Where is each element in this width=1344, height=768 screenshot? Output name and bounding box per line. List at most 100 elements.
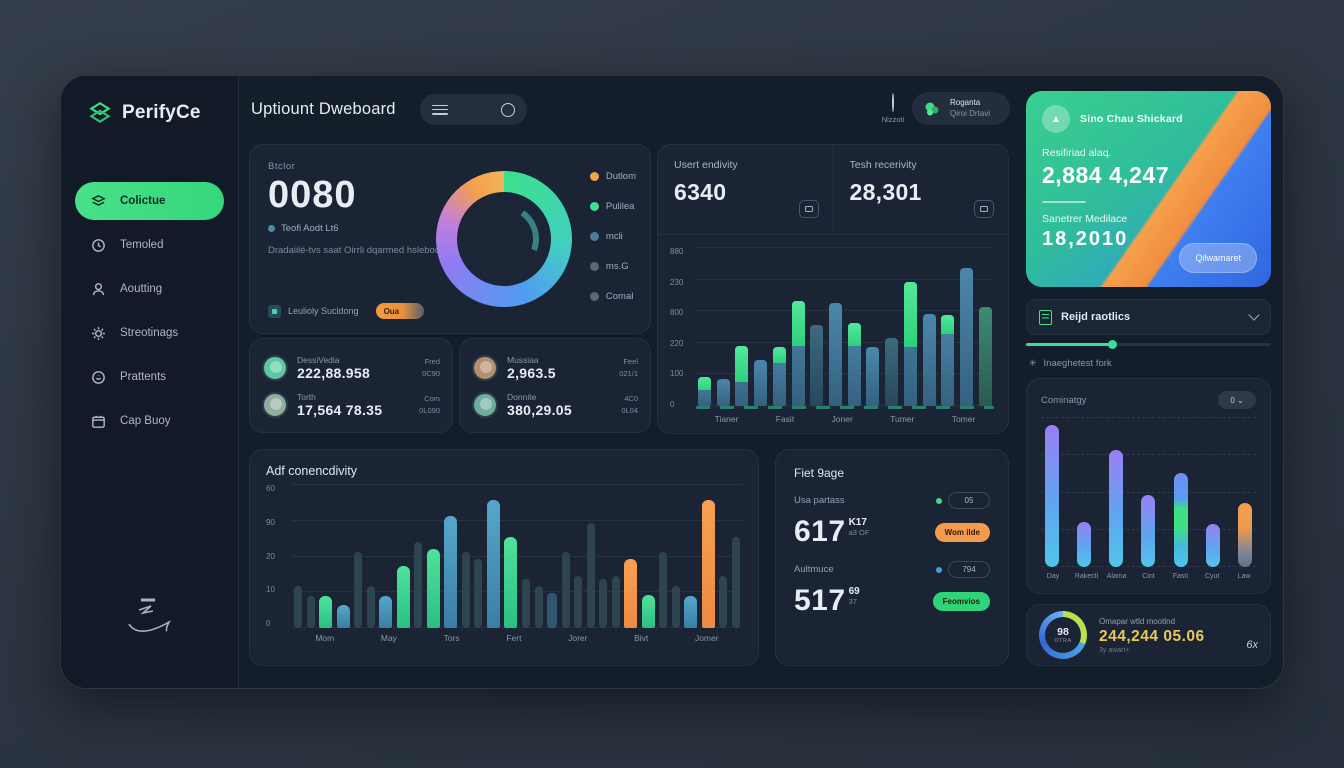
account-main: Mussiaa 2,963.5 (507, 355, 610, 381)
gridline (696, 341, 994, 343)
expand-icon[interactable] (798, 200, 819, 218)
connectivity-bar (731, 537, 740, 628)
account-meta-top: Fred (424, 356, 440, 366)
avatar (472, 391, 498, 418)
rate-sub: a3 OF (848, 528, 870, 537)
activity-bar-green-segment (903, 281, 917, 348)
legend-label: ms.G (605, 261, 629, 272)
account-row[interactable]: Donnite 380,29.05 4C0 0L04 (472, 386, 638, 423)
account-meta: Com 0L090 (419, 393, 440, 417)
profile-sub: Qiroi Drtavi (950, 108, 991, 118)
x-axis-labels: Tianer Fasit Joner Tumer Tomer (696, 409, 994, 427)
gauge-donut-chart: 98 OTRA (1039, 611, 1087, 659)
chevron-down-icon (1248, 309, 1260, 321)
account-row[interactable]: DessiVedia 222,88.958 Fred 0C90 (262, 349, 440, 386)
overview-card: Btclor 0080 Teofi Aodt Lt6 Dradaiilé-tvs… (249, 144, 651, 334)
sidebar-item-streotinags[interactable]: Streotinags (75, 314, 224, 352)
checkbox-icon[interactable] (268, 304, 281, 318)
connectivity-bar (599, 579, 608, 628)
activity-bar (922, 313, 936, 406)
brand-name: PerifyCe (122, 102, 201, 123)
user-status-label: Nizzoti (881, 115, 905, 124)
expand-icon[interactable] (974, 200, 994, 218)
rate-value-row: 517 69 37 Feomvios (794, 586, 990, 616)
rate-value-row: 617 K17 a3 OF Wom ilde (794, 517, 990, 547)
sidebar-item-aoutting[interactable]: Aoutting (75, 270, 224, 308)
activity-bar (829, 302, 843, 406)
edit-glyph[interactable]: 6x (1246, 639, 1258, 651)
right-chart-pill[interactable]: 0 ⌄ (1218, 391, 1256, 409)
account-meta-bottom: 0L04 (621, 405, 638, 415)
gauge-card: 98 OTRA Omapar wtld mootlnd 244,244 05.0… (1026, 604, 1271, 666)
metrics-select[interactable]: Reijd raotlics (1026, 299, 1271, 335)
user-status-button[interactable]: Nizzoti (873, 93, 913, 124)
stat-tile-value: 6340 (674, 179, 727, 205)
account-name: Donnite (507, 391, 537, 402)
gridline (292, 627, 742, 628)
connectivity-bar (354, 551, 363, 628)
account-meta-top: Feel (623, 356, 638, 366)
gridline (696, 310, 994, 312)
legend-label: mcli (605, 231, 623, 242)
triangle-icon: ▲ (1042, 105, 1070, 133)
stat-tile-task-receptivity: Tesh recerivity 28,301 (832, 145, 1009, 234)
connectivity-bar (486, 499, 500, 628)
legend-item: ms.G (589, 261, 636, 272)
account-meta-top: 4C0 (624, 393, 638, 403)
rate-pill[interactable]: 794 (948, 561, 990, 578)
connectivity-bar (659, 551, 668, 628)
connectivity-bar (611, 576, 620, 628)
rate-value: 617 (794, 515, 846, 548)
metrics-slider[interactable] (1026, 340, 1271, 349)
sidebar-item-temoled[interactable]: Temoled (75, 226, 224, 264)
legend-dot-icon (589, 172, 599, 181)
legend-dot-icon (589, 262, 599, 271)
asterisk-icon: ✳ (1029, 358, 1037, 368)
activity-bar (791, 301, 805, 406)
account-meta: Feel 021/1 (619, 356, 638, 380)
menu-search-pill[interactable] (420, 94, 527, 125)
donut-legend: Dutlom Pulilea mcli ms.G Comal (589, 171, 636, 302)
overview-footer-badge[interactable]: Oua (375, 303, 424, 319)
cominatgy-bar (1045, 424, 1059, 567)
hamburger-icon[interactable] (432, 104, 448, 115)
x-tick-label: Jomer (694, 633, 719, 643)
overview-dot-row: Teofi Aodt Lt6 (268, 223, 632, 234)
cominatgy-bar (1109, 450, 1124, 567)
status-dot-icon (936, 566, 942, 573)
activity-bar-green-segment (698, 377, 711, 391)
account-name: DessiVedia (297, 354, 340, 365)
legend-label: Dutlom (605, 171, 636, 182)
connectivity-chart-card: Adf conencdivity 60 90 20 10 0 Mom May Tors Fer… (249, 449, 759, 666)
slider-knob[interactable] (1107, 340, 1117, 349)
rate-sub: 37 (848, 597, 857, 606)
sidebar-item-cap-buoy[interactable]: Cap Buoy (75, 402, 224, 440)
overview-value: 0080 (268, 174, 357, 216)
account-row[interactable]: Mussiaa 2,963.5 Feel 021/1 (472, 349, 638, 386)
sidebar-item-prattents[interactable]: Prattents (75, 358, 224, 396)
overview-dot-label: Teofi Aodt Lt6 (281, 223, 339, 234)
rate-badge[interactable]: Wom ilde (934, 523, 990, 542)
legend-dot-icon (589, 202, 599, 211)
y-tick-label: 230 (670, 277, 684, 287)
connectivity-bar (574, 576, 583, 628)
activity-bar (847, 323, 861, 406)
rate-pill[interactable]: 05 (948, 492, 990, 509)
profile-button[interactable]: Roganta Qiroi Drtavi (912, 92, 1010, 125)
divider (1042, 201, 1086, 203)
x-tick-label: Mom (315, 633, 335, 643)
smile-icon (89, 368, 107, 386)
layers-icon (89, 192, 107, 210)
x-tick-label: Fasit (775, 414, 795, 424)
gradient-card-button[interactable]: Qilwamaret (1179, 243, 1257, 273)
y-tick-label: 100 (670, 369, 684, 379)
rate-badge[interactable]: Feomvios (932, 592, 990, 611)
y-axis-ticks: 880 230 800 220 100 0 (670, 247, 696, 427)
avatar (472, 354, 498, 381)
gradient-card-value-2: 18,2010 (1042, 228, 1129, 250)
account-row[interactable]: Torth 17,564 78.35 Com 0L090 (262, 386, 440, 423)
sidebar-item-colictue[interactable]: Colictue (75, 182, 224, 220)
search-icon[interactable] (501, 102, 515, 117)
activity-bar (735, 345, 749, 406)
y-tick-label: 20 (266, 551, 275, 561)
